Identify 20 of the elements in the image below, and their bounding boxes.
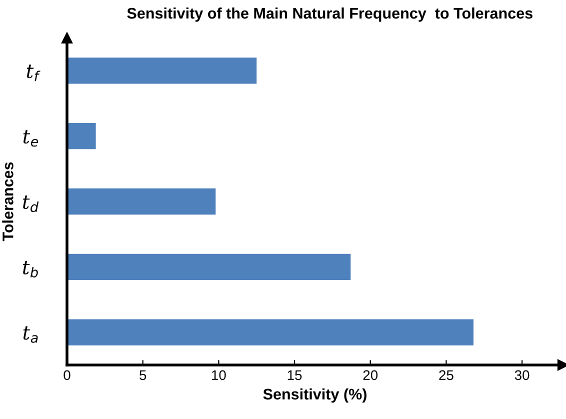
- bar: [67, 58, 257, 84]
- x-tick-label: 15: [288, 370, 302, 380]
- x-tick-label: 0: [64, 370, 70, 380]
- bar: [67, 188, 216, 215]
- y-tick-label: t$_{e}$: [23, 130, 38, 147]
- x-tick-label: 30: [514, 370, 530, 380]
- bar: [67, 254, 351, 280]
- x-tick-label: 5: [140, 370, 146, 380]
- y-tick-label: t$_{b}$: [22, 260, 38, 278]
- x-tick-label: 10: [212, 370, 226, 380]
- y-tick-label: t$_{d}$: [22, 195, 39, 212]
- bar: [67, 319, 474, 346]
- x-tick-label: 25: [439, 370, 454, 380]
- bar: [67, 123, 96, 150]
- x-axis-title: Sensitivity (%): [263, 388, 366, 403]
- y-tick-label: t$_{f}$: [26, 64, 40, 82]
- x-tick-label: 20: [363, 370, 378, 380]
- y-tick-label: t$_{a}$: [23, 326, 38, 343]
- y-axis-title: Tolerances: [2, 162, 14, 242]
- chart-title: Sensitivity of the Main Natural Frequency to Tolerances: [127, 7, 532, 22]
